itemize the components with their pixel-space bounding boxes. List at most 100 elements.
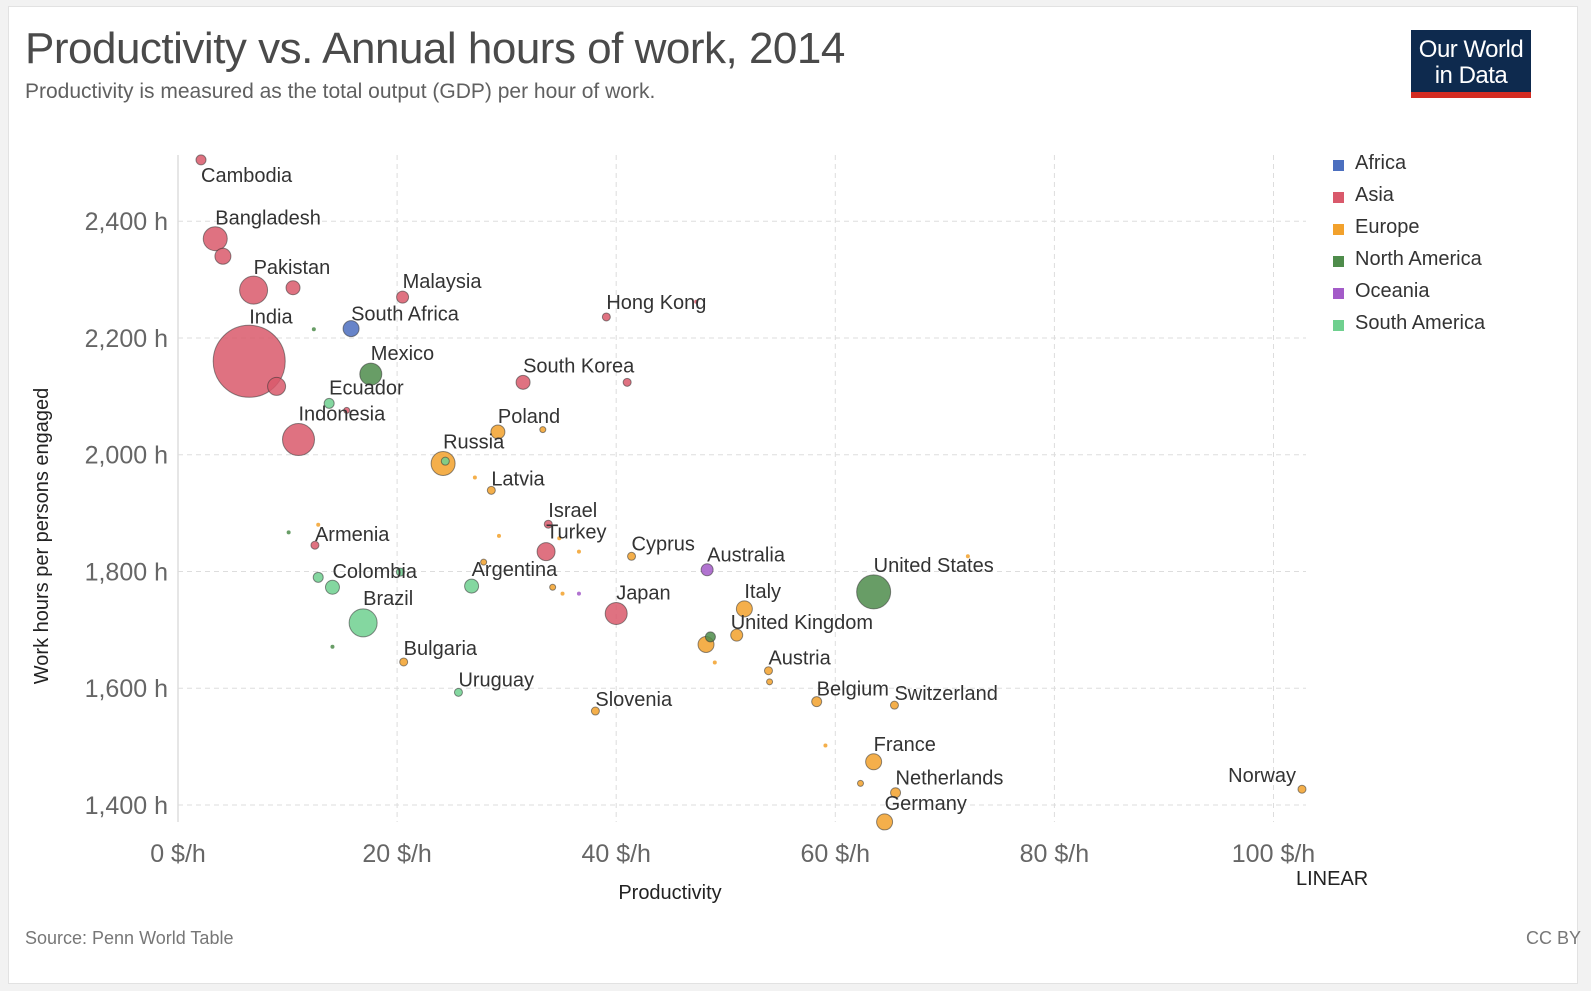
y-tick-label: 2,000 h [85, 442, 168, 470]
data-point[interactable] [856, 779, 864, 787]
data-point[interactable] [490, 424, 506, 440]
data-point[interactable] [212, 324, 286, 398]
data-point[interactable] [730, 628, 744, 642]
data-point[interactable] [324, 579, 340, 595]
chart-subtitle: Productivity is measured as the total ou… [25, 80, 656, 103]
point-label: Australia [707, 545, 786, 567]
data-point[interactable] [486, 485, 496, 495]
data-point[interactable] [766, 678, 774, 686]
data-point[interactable] [560, 591, 565, 596]
data-point[interactable] [316, 522, 321, 527]
point-label: Bangladesh [215, 208, 321, 230]
data-point[interactable] [557, 536, 562, 541]
data-point[interactable] [359, 362, 383, 386]
point-label: France [874, 734, 936, 756]
data-point[interactable] [704, 631, 716, 643]
scale-toggle[interactable]: LINEAR [1296, 868, 1369, 890]
data-point[interactable] [310, 540, 320, 550]
license-link[interactable]: CC BY [1525, 928, 1581, 948]
y-tick-label: 1,600 h [85, 675, 168, 703]
legend-swatch [1333, 192, 1344, 203]
data-point[interactable] [700, 563, 714, 577]
point-label: Norway [1228, 765, 1296, 787]
data-point[interactable] [311, 327, 316, 332]
data-point[interactable] [396, 290, 410, 304]
data-point[interactable] [453, 687, 463, 697]
legend-swatch [1333, 256, 1344, 267]
data-point[interactable] [440, 456, 450, 466]
data-point[interactable] [343, 406, 351, 414]
x-tick-label: 100 $/h [1232, 840, 1315, 868]
point-label: Russia [443, 431, 505, 453]
data-point[interactable] [323, 397, 335, 409]
point-label: Malaysia [403, 271, 483, 293]
data-point[interactable] [576, 591, 581, 596]
legend-label: Asia [1355, 184, 1394, 206]
point-label: South Africa [351, 304, 460, 326]
point-label: Poland [498, 406, 560, 428]
data-point[interactable] [622, 377, 632, 387]
data-point[interactable] [889, 700, 899, 710]
data-point[interactable] [536, 542, 556, 562]
data-point[interactable] [330, 644, 335, 649]
data-point[interactable] [515, 374, 531, 390]
data-point[interactable] [712, 660, 717, 665]
data-point[interactable] [267, 376, 287, 396]
data-point[interactable] [496, 533, 501, 538]
data-point[interactable] [395, 567, 405, 577]
point-label: Turkey [546, 522, 606, 544]
legend-swatch [1333, 160, 1344, 171]
data-point[interactable] [627, 551, 637, 561]
data-point[interactable] [856, 574, 892, 610]
data-point[interactable] [601, 312, 611, 322]
data-point[interactable] [399, 657, 409, 667]
point-label: Uruguay [458, 669, 534, 691]
data-point[interactable] [549, 583, 557, 591]
data-point[interactable] [464, 578, 480, 594]
point-label: Latvia [491, 468, 545, 490]
data-point[interactable] [195, 154, 207, 166]
legend-label: North America [1355, 248, 1482, 270]
legend-label: Oceania [1355, 280, 1430, 302]
data-point[interactable] [576, 549, 581, 554]
x-tick-label: 40 $/h [581, 840, 651, 868]
data-point[interactable] [348, 608, 378, 638]
data-point[interactable] [890, 787, 902, 799]
chart-frame [8, 6, 1578, 984]
y-tick-label: 1,400 h [85, 792, 168, 820]
data-point[interactable] [286, 530, 291, 535]
legend-label: Europe [1355, 216, 1420, 238]
point-label: South Korea [523, 355, 635, 377]
point-label: United States [874, 555, 994, 577]
data-point[interactable] [239, 275, 269, 305]
legend-label: South America [1355, 312, 1486, 334]
x-tick-label: 0 $/h [150, 840, 206, 868]
data-point[interactable] [811, 696, 823, 708]
point-label: Argentina [472, 559, 558, 581]
data-point[interactable] [202, 226, 228, 252]
point-label: Cyprus [632, 533, 695, 555]
data-point[interactable] [590, 706, 600, 716]
data-point[interactable] [472, 475, 477, 480]
data-point[interactable] [763, 666, 773, 676]
data-point[interactable] [823, 743, 828, 748]
data-point[interactable] [694, 299, 699, 304]
data-point[interactable] [865, 753, 883, 771]
data-point[interactable] [539, 426, 547, 434]
data-point[interactable] [312, 571, 324, 583]
point-label: Slovenia [595, 689, 673, 711]
data-point[interactable] [876, 813, 894, 831]
owid-logo[interactable]: Our World in Data [1411, 30, 1531, 98]
point-label: Italy [744, 581, 781, 603]
data-point[interactable] [214, 247, 232, 265]
data-point[interactable] [282, 423, 316, 457]
data-point[interactable] [735, 600, 753, 618]
data-point[interactable] [342, 320, 360, 338]
data-point[interactable] [604, 602, 628, 626]
x-axis-label: Productivity [618, 882, 721, 904]
data-point[interactable] [965, 554, 970, 559]
data-point[interactable] [543, 519, 553, 529]
data-point[interactable] [285, 280, 301, 296]
data-point[interactable] [1297, 784, 1307, 794]
data-point[interactable] [480, 558, 488, 566]
